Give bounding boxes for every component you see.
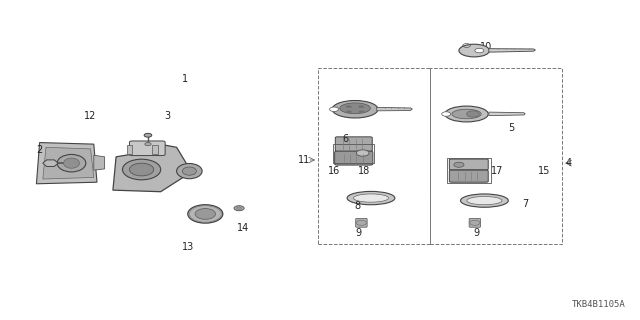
Text: 1: 1 [182,74,188,84]
Bar [429,68,562,244]
Text: 17: 17 [491,166,503,176]
Circle shape [356,220,367,225]
Polygon shape [127,145,132,154]
Text: 14: 14 [237,223,250,233]
Ellipse shape [459,44,490,57]
Circle shape [442,112,451,116]
Ellipse shape [144,133,152,137]
Circle shape [237,207,242,210]
FancyBboxPatch shape [129,141,165,156]
Circle shape [467,111,479,117]
Text: 10: 10 [479,42,492,52]
Ellipse shape [347,191,395,205]
Ellipse shape [461,194,508,207]
Bar [447,158,491,183]
Text: TKB4B1105A: TKB4B1105A [572,300,626,309]
Circle shape [356,150,369,156]
Polygon shape [152,145,157,154]
Ellipse shape [332,100,378,118]
FancyBboxPatch shape [449,159,488,170]
Text: 5: 5 [508,123,514,133]
Polygon shape [113,142,186,192]
Text: 8: 8 [355,201,360,211]
Ellipse shape [452,109,481,119]
Text: 16: 16 [328,166,340,176]
FancyBboxPatch shape [356,218,367,227]
Circle shape [475,48,484,53]
Ellipse shape [467,196,502,205]
Text: 3: 3 [164,111,170,121]
Polygon shape [43,147,94,179]
Text: 2: 2 [36,146,43,156]
Circle shape [330,107,339,111]
Ellipse shape [188,205,223,223]
Bar [318,68,429,244]
Ellipse shape [340,103,371,114]
Ellipse shape [358,111,364,113]
Text: 12: 12 [84,111,97,121]
Ellipse shape [129,163,154,176]
Ellipse shape [346,106,351,108]
Text: 4: 4 [565,158,572,168]
Circle shape [145,142,151,146]
Circle shape [234,206,244,211]
Text: 9: 9 [356,228,362,238]
Polygon shape [36,142,97,184]
Polygon shape [43,160,58,166]
Text: 18: 18 [358,166,371,176]
Text: 11: 11 [298,155,310,165]
Polygon shape [377,107,412,111]
Ellipse shape [182,167,196,175]
Ellipse shape [122,159,161,180]
Text: 7: 7 [523,199,529,209]
FancyBboxPatch shape [335,137,372,151]
Text: 13: 13 [182,242,194,252]
FancyBboxPatch shape [335,151,373,165]
Circle shape [470,220,480,225]
Text: 15: 15 [538,166,550,176]
Polygon shape [489,49,536,52]
Polygon shape [489,112,525,116]
Polygon shape [94,155,104,170]
Text: 9: 9 [473,228,479,238]
FancyBboxPatch shape [449,170,488,182]
Ellipse shape [177,164,202,179]
FancyBboxPatch shape [469,218,481,227]
Ellipse shape [358,106,364,108]
Circle shape [454,162,464,167]
Ellipse shape [63,158,79,168]
Ellipse shape [346,111,351,113]
Text: 6: 6 [342,134,348,144]
Ellipse shape [353,194,388,202]
Ellipse shape [195,209,216,219]
Ellipse shape [57,155,86,172]
Ellipse shape [445,106,488,122]
Bar [333,144,374,163]
